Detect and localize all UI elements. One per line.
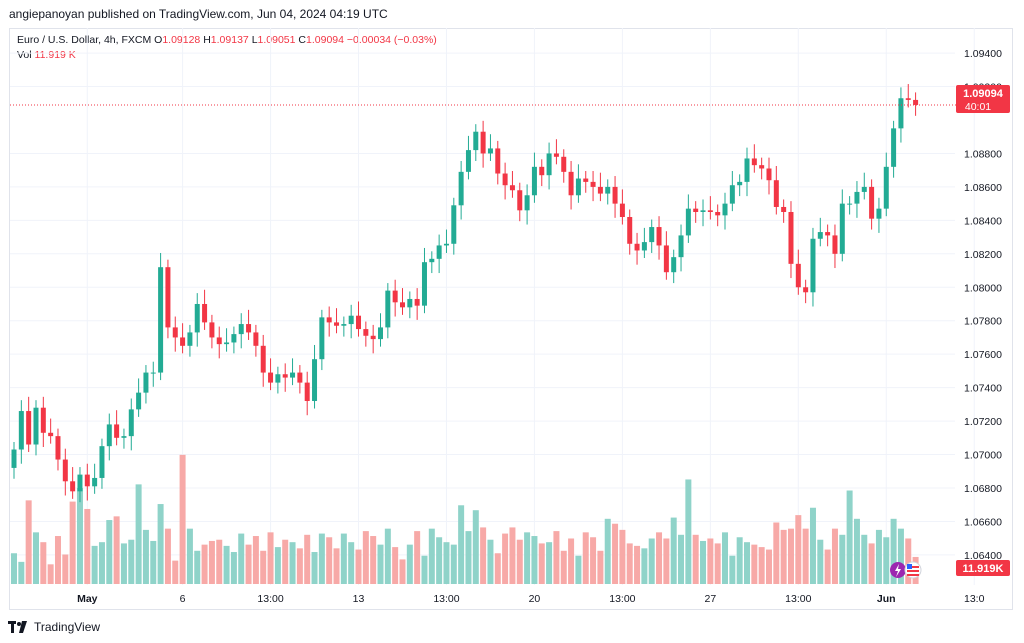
open-value: 1.09128 bbox=[162, 34, 201, 46]
chart-legend: Euro / U.S. Dollar, 4h, FXCM O1.09128 H1… bbox=[17, 33, 437, 63]
tradingview-logo-icon[interactable] bbox=[8, 621, 30, 633]
volume-value: 11.919 K bbox=[34, 49, 76, 61]
footer: TradingView bbox=[8, 620, 100, 634]
chart-panel[interactable] bbox=[9, 28, 1013, 610]
close-label: C bbox=[298, 34, 307, 46]
high-value: 1.09137 bbox=[210, 34, 249, 46]
low-value: 1.09051 bbox=[257, 34, 296, 46]
symbol-label[interactable]: Euro / U.S. Dollar, 4h, FXCM bbox=[17, 34, 152, 46]
change-value: −0.00034 (−0.03%) bbox=[346, 34, 437, 46]
publish-line: angiepanoyan published on TradingView.co… bbox=[9, 7, 388, 21]
volume-label: Vol bbox=[17, 49, 32, 61]
open-label: O bbox=[154, 34, 163, 46]
close-value: 1.09094 bbox=[306, 34, 344, 46]
high-label: H bbox=[203, 34, 211, 46]
low-label: L bbox=[251, 34, 258, 46]
footer-brand[interactable]: TradingView bbox=[34, 620, 101, 634]
